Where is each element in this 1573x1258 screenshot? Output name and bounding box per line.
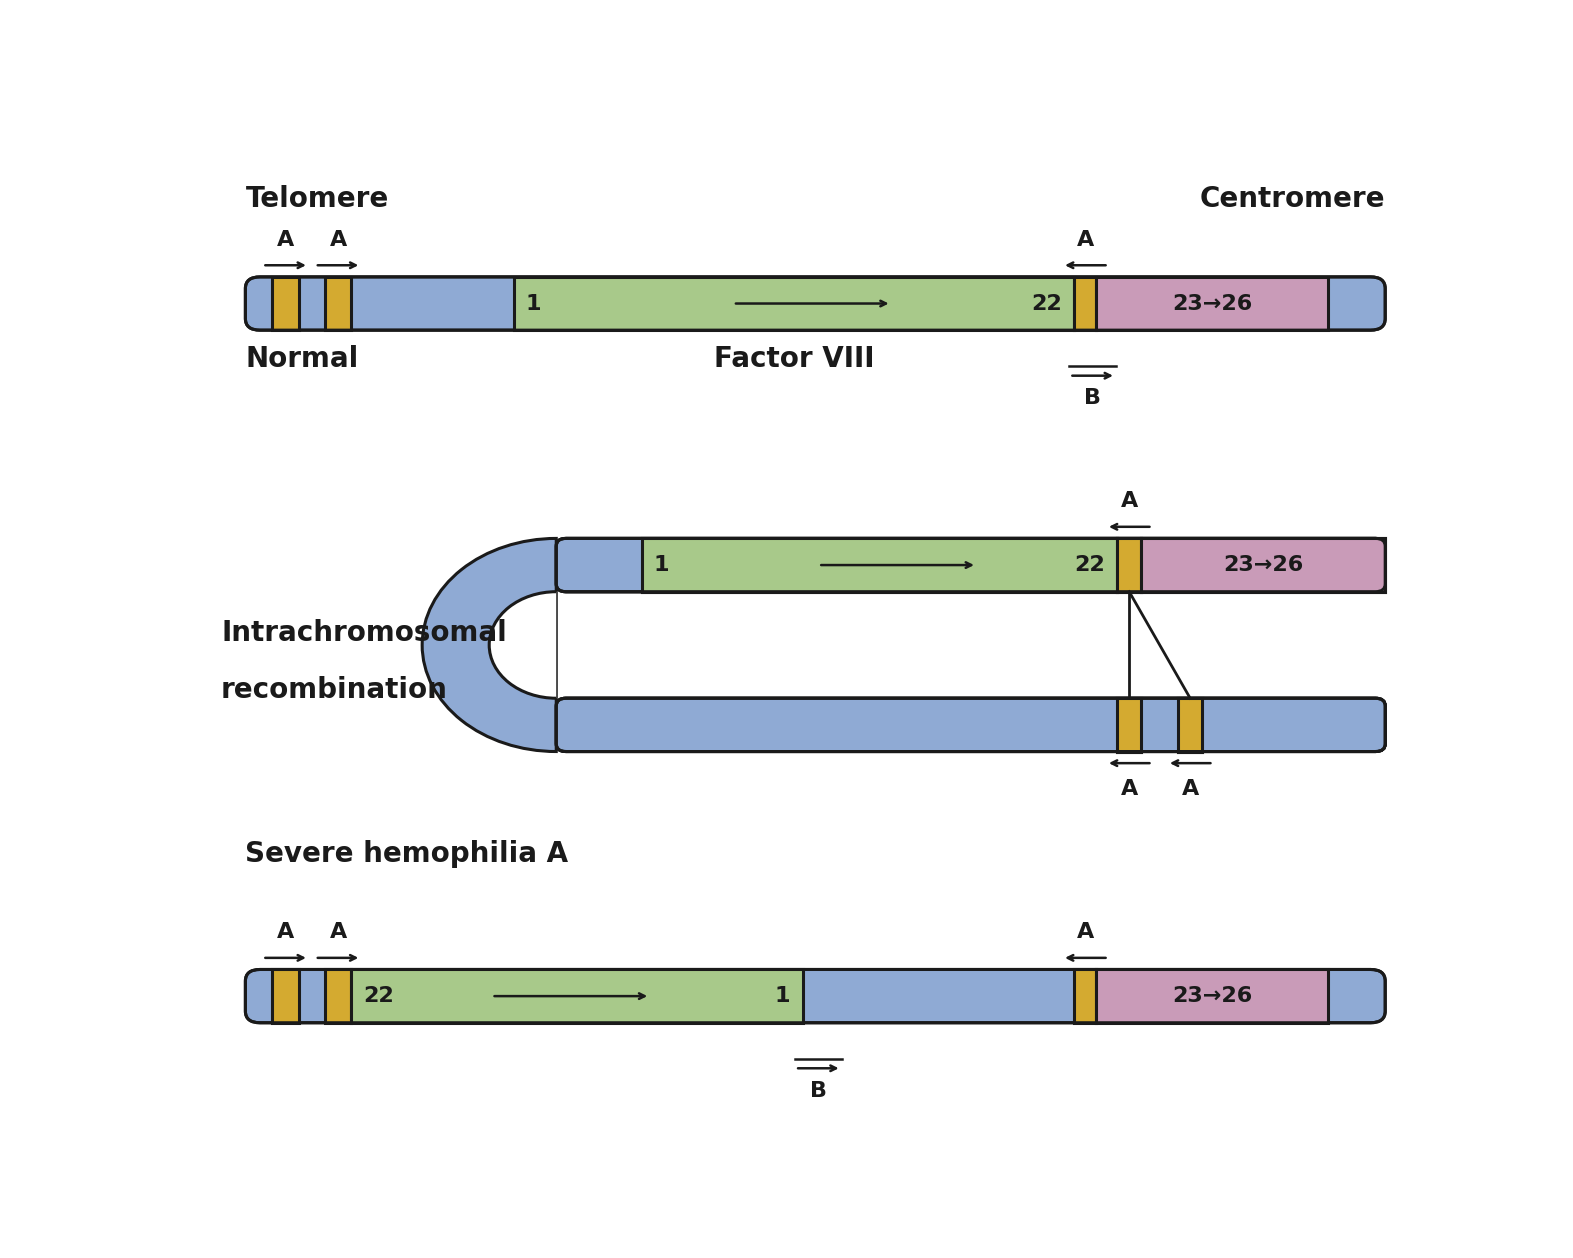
Wedge shape xyxy=(422,538,557,751)
Text: A: A xyxy=(1120,492,1137,511)
Bar xyxy=(1178,698,1202,751)
Text: 1: 1 xyxy=(654,555,669,575)
Text: Intrachromosomal: Intrachromosomal xyxy=(220,619,507,647)
Text: A: A xyxy=(1076,230,1093,250)
Text: 22: 22 xyxy=(1074,555,1104,575)
FancyBboxPatch shape xyxy=(245,277,1386,330)
Bar xyxy=(1074,277,1096,330)
Bar xyxy=(642,538,1117,591)
Text: 23→26: 23→26 xyxy=(1172,293,1252,313)
Text: A: A xyxy=(1181,779,1199,799)
Text: Normal: Normal xyxy=(245,345,359,372)
Text: 23→26: 23→26 xyxy=(1224,555,1304,575)
Bar xyxy=(1117,538,1142,591)
FancyBboxPatch shape xyxy=(557,538,1386,591)
Bar xyxy=(513,277,1074,330)
Bar xyxy=(1074,970,1096,1023)
Bar xyxy=(272,277,299,330)
Text: 1: 1 xyxy=(654,555,669,575)
Bar xyxy=(1117,698,1142,751)
Text: 22: 22 xyxy=(1074,555,1104,575)
Bar xyxy=(272,970,299,1023)
Bar xyxy=(351,970,802,1023)
Wedge shape xyxy=(489,591,557,698)
Text: Telomere: Telomere xyxy=(245,185,389,213)
FancyBboxPatch shape xyxy=(557,698,1386,751)
Text: 23→26: 23→26 xyxy=(1224,555,1304,575)
Text: A: A xyxy=(277,922,294,942)
Bar xyxy=(1117,698,1142,751)
Bar xyxy=(1117,538,1142,591)
Text: A: A xyxy=(1120,779,1137,799)
Text: 22: 22 xyxy=(1032,293,1062,313)
Bar xyxy=(642,538,1117,591)
Text: A: A xyxy=(1076,922,1093,942)
Text: A: A xyxy=(329,230,346,250)
FancyBboxPatch shape xyxy=(557,538,1386,591)
Bar xyxy=(1096,277,1328,330)
Bar xyxy=(324,970,351,1023)
Bar xyxy=(324,277,351,330)
Text: A: A xyxy=(329,922,346,942)
Bar xyxy=(1142,538,1386,591)
Text: B: B xyxy=(810,1081,827,1101)
Text: recombination: recombination xyxy=(220,676,448,704)
Bar xyxy=(1178,698,1202,751)
Text: 1: 1 xyxy=(775,986,790,1006)
FancyBboxPatch shape xyxy=(557,698,1386,751)
Bar xyxy=(1096,970,1328,1023)
Text: 23→26: 23→26 xyxy=(1172,986,1252,1006)
Text: Severe hemophilia A: Severe hemophilia A xyxy=(245,840,568,868)
Text: B: B xyxy=(1084,389,1101,409)
Text: Centromere: Centromere xyxy=(1200,185,1386,213)
Text: 22: 22 xyxy=(363,986,395,1006)
FancyBboxPatch shape xyxy=(245,970,1386,1023)
Text: A: A xyxy=(277,230,294,250)
Text: 1: 1 xyxy=(525,293,541,313)
Bar xyxy=(1142,538,1386,591)
Text: Factor VIII: Factor VIII xyxy=(714,345,875,372)
